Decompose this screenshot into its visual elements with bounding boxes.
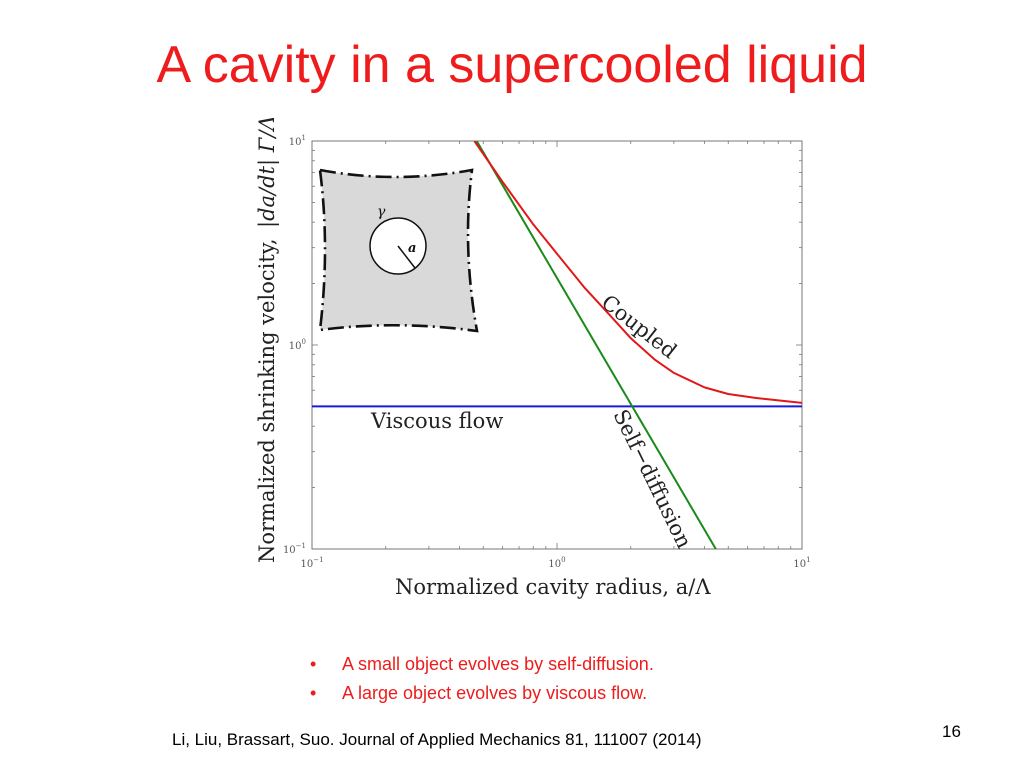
series-line-self-diffusion	[475, 141, 717, 549]
y-tick-label: 101	[289, 134, 306, 148]
x-tick-label: 10−1	[300, 556, 323, 570]
inset-illustration: γ a	[318, 168, 479, 333]
bullet-item: A small object evolves by self-diffusion…	[310, 650, 654, 679]
bullet-item: A large object evolves by viscous flow.	[310, 679, 654, 708]
y-axis-label: Normalized shrinking velocity,	[255, 238, 279, 563]
bullet-list: A small object evolves by self-diffusion…	[310, 650, 654, 708]
tick-labels: 10−1 100 101 10−1 100 101	[283, 134, 811, 570]
series-label-viscous: Viscous flow	[370, 409, 503, 433]
citation: Li, Liu, Brassart, Suo. Journal of Appli…	[172, 730, 702, 749]
inset-gamma-label: γ	[377, 204, 386, 220]
inset-radius-line	[397, 245, 416, 269]
x-axis-label: Normalized cavity radius, a/Λ	[395, 575, 711, 599]
x-tick-label: 101	[793, 556, 810, 570]
series-layer	[312, 141, 802, 549]
series-line-coupled	[473, 141, 802, 404]
y-axis-label-math: |da/dt| Γ/Λ	[255, 118, 280, 228]
chart: γ a Viscous flow Coupled Self−diffusion …	[255, 118, 811, 599]
y-tick-label: 100	[289, 338, 306, 352]
x-tick-label: 100	[548, 556, 565, 570]
slide-number: 16	[942, 722, 961, 741]
slide-title: A cavity in a supercooled liquid	[156, 36, 868, 94]
y-tick-label: 10−1	[283, 542, 306, 556]
inset-radius-label: a	[408, 241, 416, 256]
